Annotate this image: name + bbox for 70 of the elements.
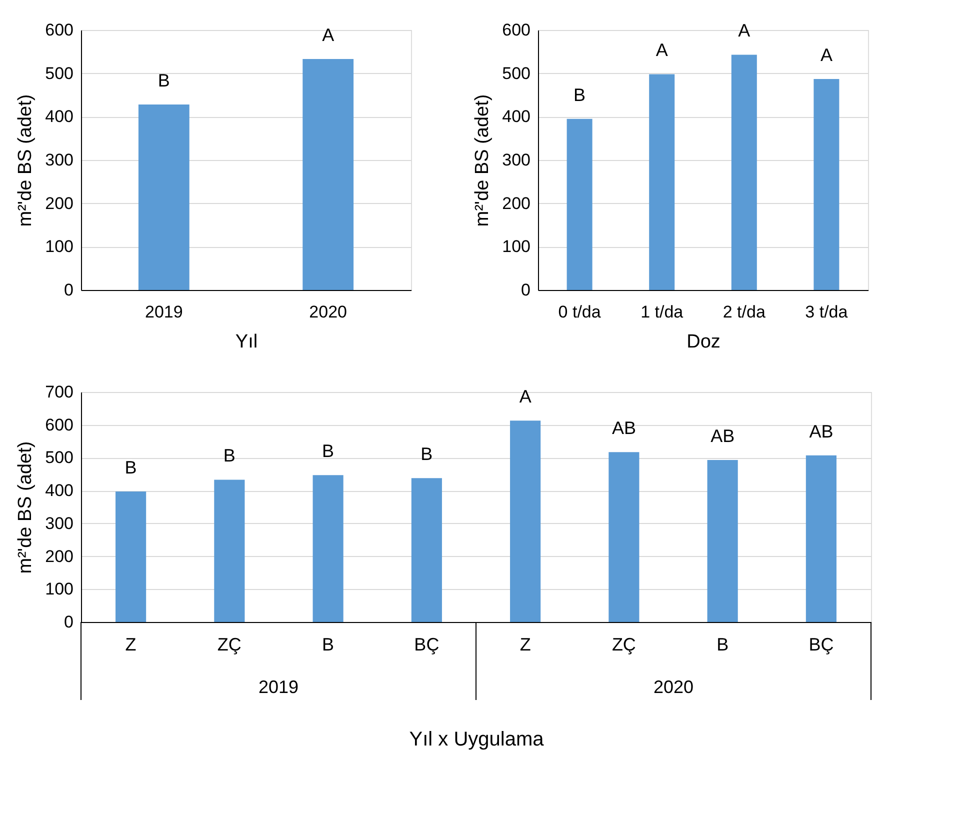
y-tick-label: 300 <box>45 150 74 170</box>
y-tick-label: 600 <box>502 20 530 40</box>
data-label: B <box>574 84 586 105</box>
y-tick-label: 400 <box>45 481 74 500</box>
y-axis-title: m²'de BS (adet) <box>472 94 494 227</box>
bar <box>411 478 442 622</box>
data-label: B <box>158 70 170 91</box>
y-tick-label: 0 <box>521 280 530 300</box>
bar <box>707 460 738 622</box>
data-label: A <box>656 40 668 60</box>
bar <box>806 455 836 622</box>
y-tick-label: 500 <box>45 448 74 468</box>
x-tick-label: 2020 <box>309 302 348 322</box>
x-tick-label: 3 t/da <box>805 302 848 322</box>
x-axis-title: Yıl x Uygulama <box>409 728 545 750</box>
bar <box>214 480 245 622</box>
x-tick-label: 2 t/da <box>722 302 766 322</box>
y-tick-label: 500 <box>45 64 74 83</box>
y-tick-label: 100 <box>45 580 74 599</box>
x-tick-label: 0 t/da <box>558 302 602 322</box>
x-tick-label: BÇ <box>414 634 440 654</box>
bar <box>814 78 840 290</box>
data-label: A <box>322 25 334 46</box>
bar <box>312 475 344 622</box>
x-axis-title: Yıl <box>235 332 258 352</box>
x-tick-label: BÇ <box>808 634 834 654</box>
y-axis-title: m²'de BS (adet) <box>15 94 36 227</box>
y-tick-label: 0 <box>64 612 74 632</box>
bar <box>510 420 541 622</box>
text: 2020 <box>653 677 694 697</box>
data-label: B <box>322 441 334 462</box>
x-tick-label: Z <box>520 634 531 654</box>
text: 2019 <box>258 677 299 697</box>
y-tick-label: 200 <box>45 546 74 566</box>
data-label: B <box>223 446 236 466</box>
y-tick-label: 100 <box>45 237 74 256</box>
y-tick-label: 500 <box>502 64 530 83</box>
data-label: AB <box>612 418 636 438</box>
y-tick-label: 300 <box>502 150 530 170</box>
x-tick-label: ZÇ <box>217 634 242 654</box>
data-label: AB <box>710 426 735 446</box>
x-tick-label: 1 t/da <box>640 302 684 322</box>
x-tick-label: Z <box>125 634 136 654</box>
y-tick-label: 300 <box>45 514 74 533</box>
y-tick-label: 0 <box>64 280 74 300</box>
y-tick-label: 200 <box>45 194 74 213</box>
data-label: AB <box>809 421 834 442</box>
y-tick-label: 200 <box>502 194 530 213</box>
data-label: A <box>519 386 532 407</box>
y-tick-label: 700 <box>45 382 74 402</box>
bar <box>566 118 592 290</box>
bar <box>731 54 757 290</box>
y-tick-label: 100 <box>502 237 530 256</box>
x-tick-label: B <box>322 634 334 654</box>
x-axis-title: Doz <box>686 332 720 352</box>
bar <box>608 452 640 622</box>
data-label: B <box>124 458 137 478</box>
y-tick-label: 600 <box>45 20 74 40</box>
y-tick-label: 400 <box>45 107 74 126</box>
bar <box>116 492 146 622</box>
data-label: A <box>820 44 832 65</box>
data-label: A <box>738 20 750 41</box>
y-axis-title: m²'de BS (adet) <box>15 441 36 574</box>
x-tick-label: 2019 <box>144 302 183 322</box>
y-tick-label: 400 <box>502 107 530 126</box>
x-tick-label: B <box>716 634 729 654</box>
y-tick-label: 600 <box>45 415 74 434</box>
data-label: B <box>420 444 433 464</box>
x-tick-label: ZÇ <box>612 634 636 654</box>
bar <box>649 74 675 290</box>
